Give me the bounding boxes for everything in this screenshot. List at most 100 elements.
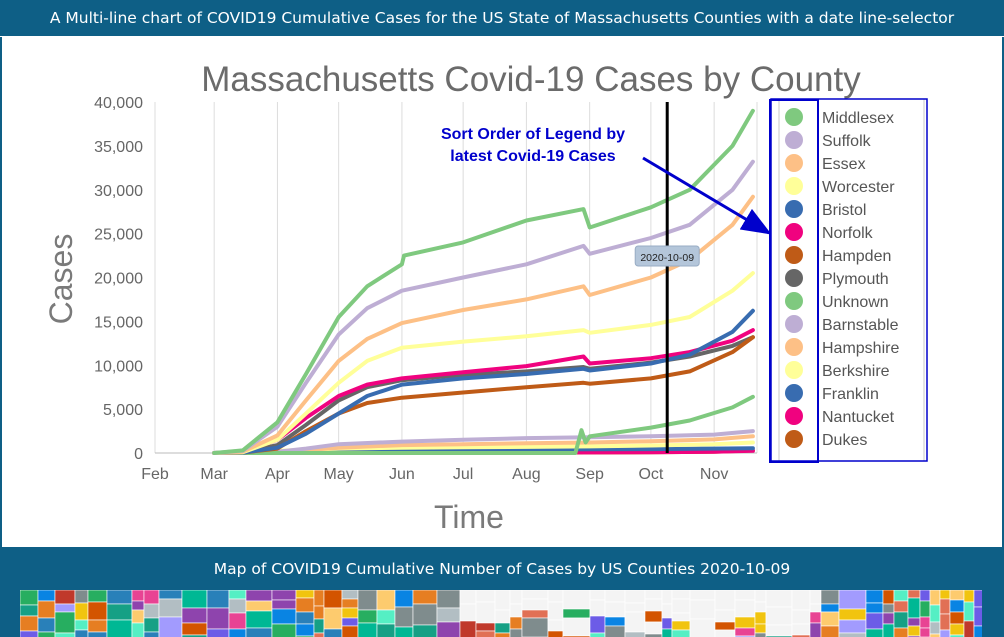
map-county bbox=[87, 631, 108, 637]
map-county bbox=[754, 601, 767, 613]
x-tick-label: Jul bbox=[453, 466, 473, 483]
map-county bbox=[838, 608, 867, 621]
map-county bbox=[271, 623, 297, 637]
map-county bbox=[271, 608, 297, 625]
map-county bbox=[907, 617, 921, 627]
legend-item-nantucket[interactable]: Nantucket bbox=[785, 407, 895, 426]
map-county bbox=[37, 617, 56, 633]
map-county bbox=[939, 598, 951, 615]
legend-marker bbox=[785, 269, 803, 287]
map-county bbox=[143, 590, 160, 605]
map-county bbox=[589, 599, 606, 617]
map-county bbox=[754, 590, 767, 603]
legend-label: Berkshire bbox=[822, 363, 890, 380]
map-county bbox=[357, 609, 378, 624]
legend-marker bbox=[785, 177, 803, 195]
x-axis-label: Time bbox=[434, 499, 504, 535]
legend-item-essex[interactable]: Essex bbox=[785, 154, 866, 173]
legend-item-hampshire[interactable]: Hampshire bbox=[785, 338, 899, 357]
map-county bbox=[106, 619, 133, 637]
map-county bbox=[181, 607, 208, 624]
legend-item-hampden[interactable]: Hampden bbox=[785, 246, 891, 265]
legend-label: Norfolk bbox=[822, 225, 874, 242]
legend-item-unknown[interactable]: Unknown bbox=[785, 292, 889, 311]
map-county bbox=[644, 598, 663, 612]
map-county bbox=[412, 603, 438, 626]
map-county bbox=[228, 628, 247, 637]
y-tick-label: 35,000 bbox=[94, 139, 143, 156]
county-map-svg[interactable] bbox=[20, 590, 982, 637]
x-tick-label: Nov bbox=[700, 466, 728, 483]
map-county bbox=[791, 590, 811, 611]
map-county bbox=[20, 630, 39, 637]
map-county bbox=[765, 624, 793, 637]
map-county bbox=[893, 590, 909, 602]
legend-item-bristol[interactable]: Bristol bbox=[785, 200, 866, 219]
legend-item-dukes[interactable]: Dukes bbox=[785, 430, 867, 449]
map-county bbox=[54, 632, 76, 637]
map-county bbox=[791, 634, 811, 637]
map-county bbox=[963, 620, 975, 637]
map-county bbox=[37, 590, 56, 602]
map-county bbox=[323, 628, 343, 637]
map-county bbox=[949, 599, 965, 613]
map-county bbox=[734, 599, 756, 618]
chart-svg[interactable]: Feb Mar Apr May Jun Jul Aug Sep Oct Nov 0 5,000 10,0… bbox=[2, 37, 1002, 547]
map-county bbox=[245, 590, 273, 602]
map-county bbox=[644, 633, 663, 637]
map-county bbox=[838, 590, 867, 610]
map-county bbox=[521, 609, 549, 619]
legend-item-worcester[interactable]: Worcester bbox=[785, 177, 895, 196]
map-county bbox=[838, 632, 867, 637]
map-county bbox=[949, 611, 965, 625]
map-county bbox=[412, 624, 438, 637]
map-county bbox=[37, 600, 56, 619]
map-county bbox=[295, 590, 315, 599]
map-county bbox=[820, 590, 840, 605]
map-county bbox=[624, 590, 646, 604]
series-line-suffolk bbox=[212, 159, 755, 455]
map-county bbox=[54, 590, 76, 605]
map-county bbox=[295, 597, 315, 613]
legend-item-berkshire[interactable]: Berkshire bbox=[785, 361, 890, 380]
map-county bbox=[624, 611, 646, 633]
map-county bbox=[714, 590, 736, 611]
map-county bbox=[87, 619, 108, 633]
map-county bbox=[644, 610, 663, 623]
map-county bbox=[893, 611, 909, 629]
map-county bbox=[376, 590, 396, 611]
map-county bbox=[271, 599, 297, 610]
legend-item-middlesex[interactable]: Middlesex bbox=[785, 108, 894, 127]
legend-label: Suffolk bbox=[822, 133, 872, 150]
map-county bbox=[394, 590, 414, 608]
series-line-middlesex bbox=[212, 108, 755, 455]
map-county bbox=[20, 604, 39, 617]
map-county bbox=[20, 615, 39, 632]
map-county bbox=[661, 590, 673, 605]
legend-item-plymouth[interactable]: Plymouth bbox=[785, 269, 889, 288]
map-county bbox=[604, 590, 626, 603]
map-county bbox=[475, 630, 496, 637]
map-county bbox=[131, 622, 145, 637]
map-county bbox=[661, 617, 673, 630]
map-county bbox=[754, 611, 767, 625]
legend-item-suffolk[interactable]: Suffolk bbox=[785, 131, 872, 150]
map-county bbox=[907, 597, 921, 619]
map-county bbox=[893, 627, 909, 637]
legend-item-franklin[interactable]: Franklin bbox=[785, 384, 879, 403]
county-map[interactable] bbox=[20, 590, 982, 637]
map-county bbox=[131, 600, 145, 611]
legend-item-norfolk[interactable]: Norfolk bbox=[785, 223, 874, 242]
legend-label: Nantucket bbox=[822, 409, 895, 426]
map-county bbox=[949, 590, 965, 601]
map-county bbox=[475, 622, 496, 632]
chart-frame: Feb Mar Apr May Jun Jul Aug Sep Oct Nov 0 5,000 10,0… bbox=[0, 37, 1004, 547]
map-county bbox=[313, 605, 325, 620]
legend[interactable]: Middlesex Suffolk Essex Worcester Bristol Nor… bbox=[785, 108, 899, 449]
map-county bbox=[459, 603, 477, 622]
map-county bbox=[158, 616, 183, 637]
map-county bbox=[689, 618, 716, 637]
legend-item-barnstable[interactable]: Barnstable bbox=[785, 315, 899, 334]
legend-marker bbox=[785, 292, 803, 310]
map-county bbox=[820, 603, 840, 613]
